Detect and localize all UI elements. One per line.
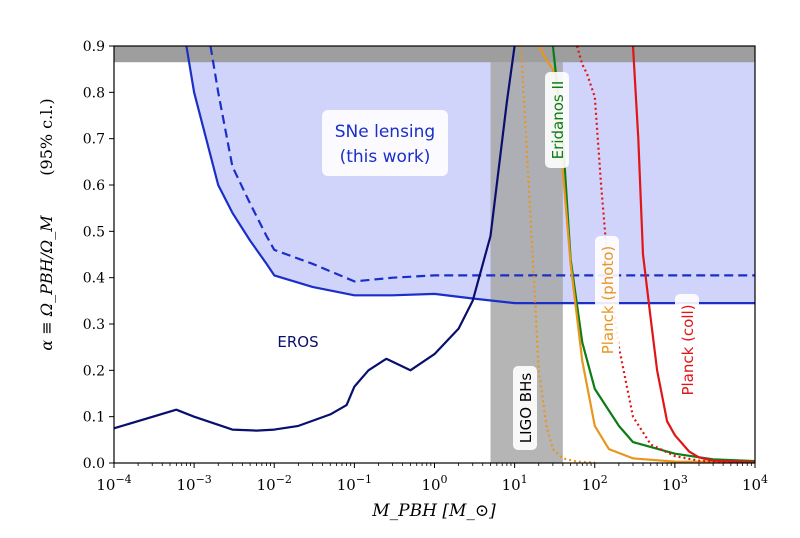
series-line-planck-coll	[631, 46, 755, 463]
x-tick-label: 103	[662, 473, 688, 494]
series-layer	[114, 46, 755, 463]
sne-label-line1: SNe lensing	[335, 122, 435, 142]
ligo-label: LIGO BHs	[517, 373, 535, 444]
top-excluded-band	[114, 46, 755, 63]
y-axis-note: (95% c.l.)	[37, 98, 56, 175]
series-line-sne-lensing-dashed	[209, 46, 755, 283]
y-tick-label: 0.2	[83, 363, 105, 379]
series-line-eros	[114, 46, 516, 432]
series-line-eridanos-ii	[551, 46, 755, 463]
x-axis-label: M_PBH [M_⊙]	[371, 501, 496, 521]
ticks-layer: 0.0 0.1 0.2 0.3 0.4 0.5 0.6 0.7 0.8 0.9 10−4 10−3 10…	[83, 39, 768, 494]
y-tick-label: 0.5	[83, 224, 105, 240]
x-tick-label: 102	[582, 473, 608, 494]
planck-coll-label: Planck (coll)	[679, 304, 697, 395]
eridanos-label: Eridanos II	[549, 81, 567, 160]
series-line-sne-lensing-solid	[185, 46, 755, 305]
x-tick-label: 10−1	[337, 473, 372, 494]
planck-photo-label-box: Planck (photo)	[595, 236, 619, 364]
sne-excluded-region	[186, 46, 755, 304]
plot-area	[114, 46, 755, 463]
y-axis-label: α ≡ Ω_PBH/Ω_M	[37, 215, 56, 351]
y-tick-label: 0.1	[83, 410, 105, 426]
y-tick-label: 0.4	[83, 271, 105, 287]
y-tick-label: 0.8	[83, 85, 105, 101]
planck-photo-label: Planck (photo)	[599, 246, 617, 355]
eridanos-label-box: Eridanos II	[545, 72, 569, 168]
y-tick-label: 0.9	[83, 39, 105, 55]
x-tick-label: 100	[421, 473, 447, 494]
x-tick-label: 101	[502, 473, 528, 494]
sne-label-line2: (this work)	[340, 147, 431, 167]
series-line-planck-photo-dotted	[519, 46, 595, 463]
x-tick-label: 10−2	[257, 473, 292, 494]
y-tick-label: 0.3	[83, 317, 105, 333]
planck-coll-label-box: Planck (coll)	[675, 294, 699, 406]
x-tick-label: 104	[742, 473, 768, 494]
x-tick-label: 10−4	[96, 473, 131, 494]
y-tick-label: 0.7	[83, 132, 105, 148]
x-tick-label: 10−3	[176, 473, 211, 494]
y-tick-label: 0.0	[83, 456, 105, 472]
y-tick-label: 0.6	[83, 178, 105, 194]
series-line-planck-photo	[537, 46, 755, 463]
eros-label: EROS	[277, 333, 318, 351]
y-axis-label-group: α ≡ Ω_PBH/Ω_M (95% c.l.)	[37, 98, 56, 350]
sne-label-box: SNe lensing (this work)	[322, 110, 448, 176]
ligo-label-box: LIGO BHs	[513, 366, 537, 450]
